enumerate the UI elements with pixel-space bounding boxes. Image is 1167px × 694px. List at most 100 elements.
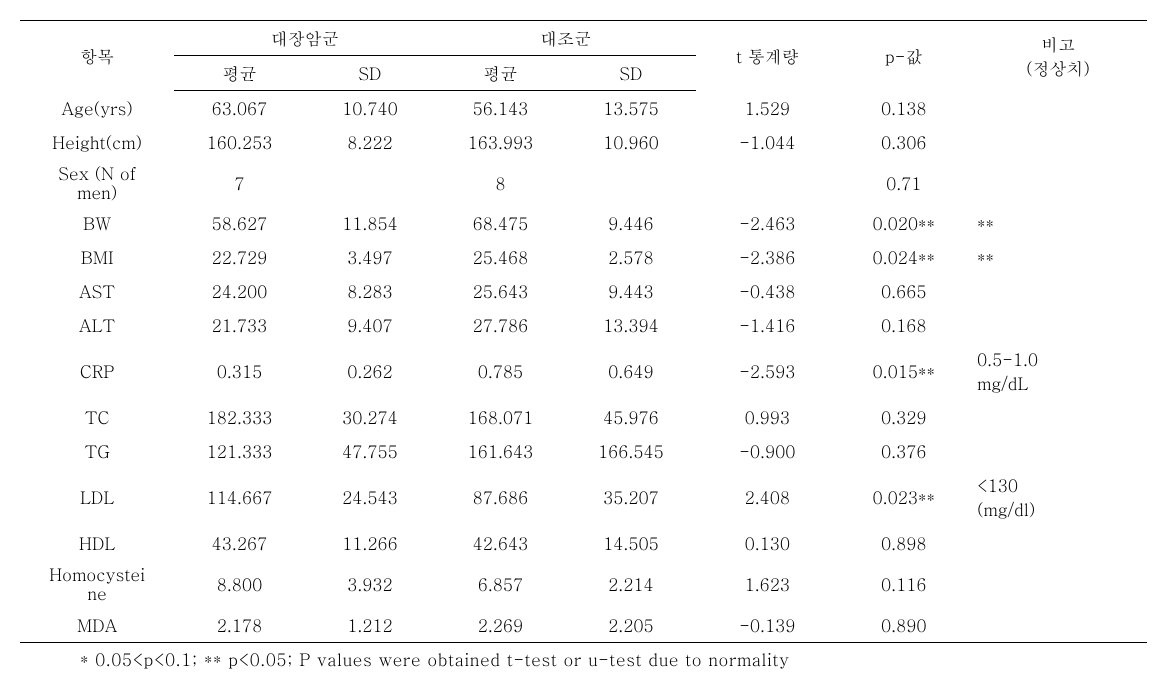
g2-mean: 8 <box>435 159 565 206</box>
remark-bottom: (정상치) <box>1026 56 1090 80</box>
p-value: 0.306 <box>839 125 969 159</box>
g1-sd: 1.212 <box>305 608 435 643</box>
g2-sd: 2.205 <box>566 608 696 643</box>
stats-table-container: 항목 대장암군 대조군 t 통계량 p-값 비고 (정상치) 평균 SD 평균 … <box>20 20 1147 671</box>
p-value: 0.665 <box>839 274 969 308</box>
remark <box>969 608 1147 643</box>
col-header-g1-sd: SD <box>305 56 435 91</box>
t-stat: 0.130 <box>696 526 838 560</box>
g1-sd: 0.262 <box>305 342 435 400</box>
remark: ** <box>969 240 1147 274</box>
table-row: TC182.33330.274168.07145.9760.9930.329 <box>20 400 1147 434</box>
col-header-group1: 대장암군 <box>174 21 435 56</box>
table-row: Height(cm)160.2538.222163.99310.960-1.04… <box>20 125 1147 159</box>
g1-sd: 10.740 <box>305 91 435 126</box>
g1-sd <box>305 159 435 206</box>
p-value: 0.024** <box>839 240 969 274</box>
remark <box>969 400 1147 434</box>
col-header-g2-sd: SD <box>566 56 696 91</box>
row-label: AST <box>20 274 174 308</box>
p-value: 0.168 <box>839 308 969 342</box>
row-label: BMI <box>20 240 174 274</box>
remark <box>969 560 1147 607</box>
remark <box>969 274 1147 308</box>
g1-sd: 47.755 <box>305 434 435 468</box>
p-value: 0.898 <box>839 526 969 560</box>
table-row: ALT21.7339.40727.78613.394-1.4160.168 <box>20 308 1147 342</box>
g2-mean: 168.071 <box>435 400 565 434</box>
g1-sd: 3.497 <box>305 240 435 274</box>
table-row: LDL114.66724.54387.68635.2072.4080.023**… <box>20 468 1147 526</box>
table-row: Homocysteine8.8003.9326.8572.2141.6230.1… <box>20 560 1147 607</box>
g2-sd: 2.214 <box>566 560 696 607</box>
t-stat: 2.408 <box>696 468 838 526</box>
p-value: 0.329 <box>839 400 969 434</box>
col-header-g2-mean: 평균 <box>435 56 565 91</box>
g1-mean: 8.800 <box>174 560 304 607</box>
g2-sd: 10.960 <box>566 125 696 159</box>
t-stat: -0.438 <box>696 274 838 308</box>
p-value: 0.890 <box>839 608 969 643</box>
g2-sd: 2.578 <box>566 240 696 274</box>
row-label: HDL <box>20 526 174 560</box>
g2-mean: 25.643 <box>435 274 565 308</box>
g2-mean: 27.786 <box>435 308 565 342</box>
g1-mean: 182.333 <box>174 400 304 434</box>
remark <box>969 91 1147 126</box>
table-row: Age(yrs)63.06710.74056.14313.5751.5290.1… <box>20 91 1147 126</box>
table-row: MDA2.1781.2122.2692.205-0.1390.890 <box>20 608 1147 643</box>
t-stat: -1.416 <box>696 308 838 342</box>
row-label: Sex (N ofmen) <box>20 159 174 206</box>
remark: ** <box>969 206 1147 240</box>
g1-mean: 21.733 <box>174 308 304 342</box>
table-row: CRP0.3150.2620.7850.649-2.5930.015**0.5-… <box>20 342 1147 400</box>
g1-mean: 121.333 <box>174 434 304 468</box>
footnote: * 0.05<p<0.1; ** p<0.05; P values were o… <box>20 643 1147 671</box>
g2-mean: 25.468 <box>435 240 565 274</box>
t-stat: 1.529 <box>696 91 838 126</box>
g1-sd: 8.222 <box>305 125 435 159</box>
g2-mean: 2.269 <box>435 608 565 643</box>
g2-sd: 166.545 <box>566 434 696 468</box>
g1-mean: 160.253 <box>174 125 304 159</box>
remark: 0.5-1.0mg/dL <box>969 342 1147 400</box>
g1-sd: 24.543 <box>305 468 435 526</box>
g2-mean: 161.643 <box>435 434 565 468</box>
remark <box>969 526 1147 560</box>
g1-sd: 30.274 <box>305 400 435 434</box>
remark <box>969 308 1147 342</box>
col-header-remark: 비고 (정상치) <box>969 21 1147 91</box>
row-label: MDA <box>20 608 174 643</box>
g1-mean: 22.729 <box>174 240 304 274</box>
remark <box>969 434 1147 468</box>
t-stat: -2.593 <box>696 342 838 400</box>
row-label: CRP <box>20 342 174 400</box>
table-row: AST24.2008.28325.6439.443-0.4380.665 <box>20 274 1147 308</box>
p-value: 0.71 <box>839 159 969 206</box>
g1-sd: 11.854 <box>305 206 435 240</box>
g2-mean: 6.857 <box>435 560 565 607</box>
g2-sd: 45.976 <box>566 400 696 434</box>
remark <box>969 159 1147 206</box>
g2-sd: 13.394 <box>566 308 696 342</box>
g1-mean: 2.178 <box>174 608 304 643</box>
g2-sd: 9.443 <box>566 274 696 308</box>
t-stat <box>696 159 838 206</box>
g1-mean: 24.200 <box>174 274 304 308</box>
row-label: Age(yrs) <box>20 91 174 126</box>
table-row: Sex (N ofmen)780.71 <box>20 159 1147 206</box>
table-row: TG121.33347.755161.643166.545-0.9000.376 <box>20 434 1147 468</box>
stats-table: 항목 대장암군 대조군 t 통계량 p-값 비고 (정상치) 평균 SD 평균 … <box>20 20 1147 643</box>
g1-mean: 114.667 <box>174 468 304 526</box>
g2-sd <box>566 159 696 206</box>
p-value: 0.376 <box>839 434 969 468</box>
row-label: Homocysteine <box>20 560 174 607</box>
col-header-group2: 대조군 <box>435 21 696 56</box>
row-label: LDL <box>20 468 174 526</box>
row-label: TG <box>20 434 174 468</box>
p-value: 0.023** <box>839 468 969 526</box>
p-value: 0.015** <box>839 342 969 400</box>
t-stat: -2.386 <box>696 240 838 274</box>
g1-sd: 11.266 <box>305 526 435 560</box>
remark: <130(mg/dl) <box>969 468 1147 526</box>
